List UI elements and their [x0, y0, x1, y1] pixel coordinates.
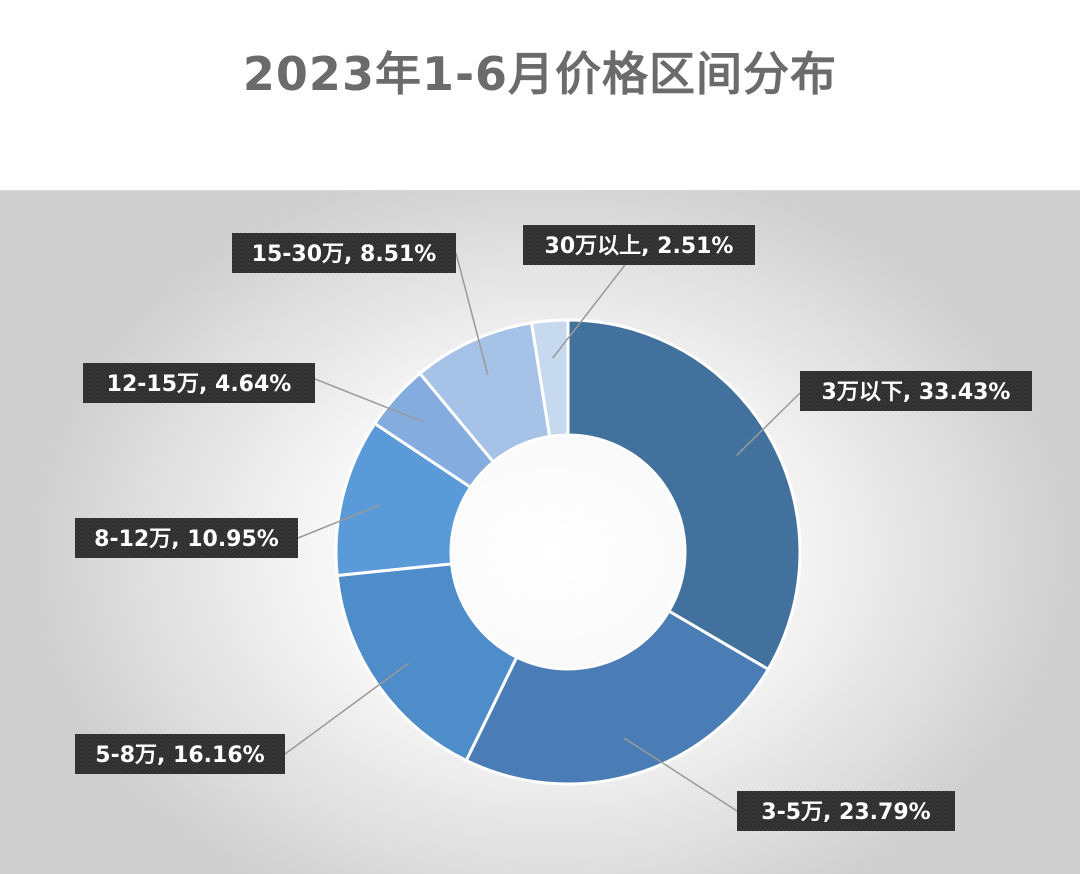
data-label-text: 5-8万, 16.16%: [95, 743, 264, 768]
slices-layer: [334, 318, 802, 786]
leader-line-7: [552, 264, 626, 359]
data-label-box: [737, 791, 955, 831]
data-label-box: [800, 371, 1032, 411]
donut-slice-1: [566, 318, 802, 672]
data-label-text: 3万以下, 33.43%: [822, 380, 1011, 405]
data-label-7: 30万以上, 2.51%: [523, 225, 755, 265]
leader-line-2: [623, 737, 738, 812]
data-label-box: [83, 363, 315, 403]
leader-line-6: [455, 252, 489, 376]
data-label-box: [523, 225, 755, 265]
leader-line-5: [314, 378, 424, 423]
data-label-text: 3-5万, 23.79%: [761, 800, 930, 825]
data-label-box: [232, 233, 456, 273]
data-label-text: 15-30万, 8.51%: [252, 242, 437, 267]
data-label-1: 3万以下, 33.43%: [800, 371, 1032, 411]
leader-line-4: [297, 504, 380, 539]
chart-title: 2023年1-6月价格区间分布: [242, 47, 838, 101]
data-label-6: 15-30万, 8.51%: [232, 233, 456, 273]
donut-slice-3: [335, 562, 519, 763]
data-label-text: 30万以上, 2.51%: [545, 234, 734, 259]
leader-line-1: [736, 392, 801, 456]
data-label-3: 5-8万, 16.16%: [75, 734, 285, 774]
data-label-text: 12-15万, 4.64%: [107, 372, 292, 397]
leader-line-3: [284, 662, 409, 755]
donut-chart: 3万以下, 33.43% 3-5万, 23.79% 5-8万, 16.16% 8-12…: [75, 225, 1032, 831]
data-label-2: 3-5万, 23.79%: [737, 791, 955, 831]
data-label-box: [75, 734, 285, 774]
data-label-text: 8-12万, 10.95%: [94, 527, 279, 552]
data-labels-layer: 3万以下, 33.43% 3-5万, 23.79% 5-8万, 16.16% 8-12…: [75, 225, 1032, 831]
data-label-box: [75, 518, 298, 558]
donut-slice-2: [464, 609, 771, 786]
data-label-4: 8-12万, 10.95%: [75, 518, 298, 558]
leader-lines-layer: [284, 252, 801, 812]
data-label-5: 12-15万, 4.64%: [83, 363, 315, 403]
plot-area: 3万以下, 33.43% 3-5万, 23.79% 5-8万, 16.16% 8-12…: [0, 190, 1080, 874]
